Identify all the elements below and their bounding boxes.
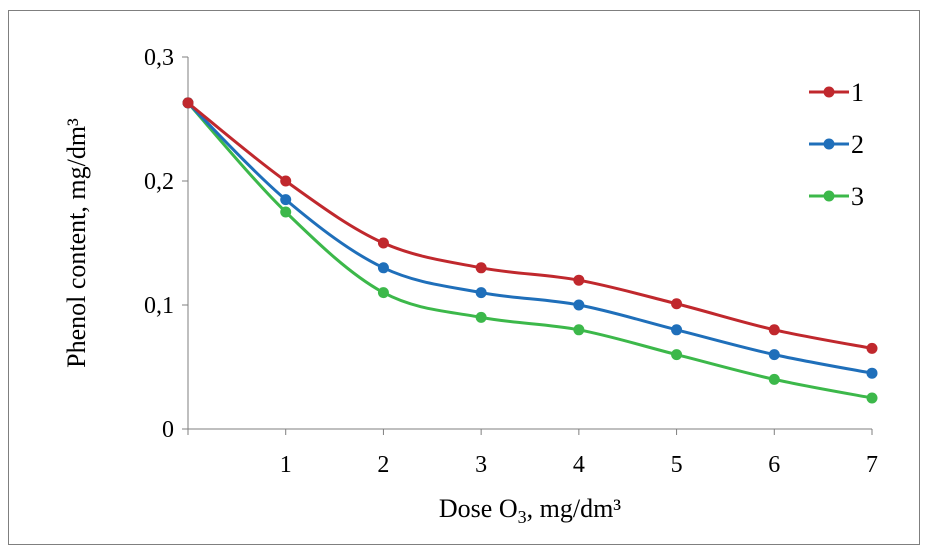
- series-2: [182, 97, 878, 379]
- series-layer: [182, 97, 878, 404]
- legend-marker: [823, 86, 835, 98]
- data-point: [182, 97, 194, 109]
- data-point: [671, 324, 683, 336]
- data-point: [280, 206, 292, 218]
- x-tick-label: 7: [866, 452, 878, 478]
- data-point: [768, 324, 780, 336]
- series-line: [187, 101, 873, 350]
- data-point: [377, 237, 389, 249]
- data-point: [475, 287, 487, 299]
- series-line: [186, 101, 873, 375]
- x-tick-label: 2: [377, 452, 389, 478]
- legend-label: 2: [851, 130, 864, 159]
- y-tick-label: 0,1: [144, 293, 174, 319]
- legend-marker: [823, 190, 835, 202]
- data-point: [280, 194, 292, 206]
- x-tick-label: 5: [671, 452, 683, 478]
- series-1: [182, 97, 878, 354]
- legend: 1 2 3: [809, 78, 864, 211]
- data-point: [377, 287, 389, 299]
- data-point: [280, 175, 292, 187]
- legend-marker: [823, 138, 835, 150]
- data-point: [671, 298, 683, 310]
- data-point: [866, 342, 878, 354]
- axes: 0 0,1 0,2 0,3 1 2 3 4 5 6 7: [144, 45, 878, 478]
- y-axis-title: Phenol content, mg/dm³: [62, 118, 91, 368]
- data-point: [573, 299, 585, 311]
- x-axis-title-base: Dose O: [439, 494, 518, 523]
- data-point: [768, 349, 780, 361]
- legend-item-3: 3: [809, 182, 864, 211]
- line-chart: 0 0,1 0,2 0,3 1 2 3 4 5 6 7 1 2 3 Phenol content, mg…: [62, 45, 878, 527]
- x-axis-title-tail: , mg/dm³: [527, 494, 622, 523]
- data-point: [866, 392, 878, 404]
- x-tick-label: 1: [280, 452, 292, 478]
- data-point: [573, 274, 585, 286]
- y-tick-label: 0,2: [144, 169, 174, 195]
- legend-item-1: 1: [809, 78, 864, 107]
- data-point: [475, 262, 487, 274]
- data-point: [573, 324, 585, 336]
- x-axis-title-subscript: 3: [518, 507, 527, 527]
- x-tick-label: 4: [573, 452, 585, 478]
- data-point: [866, 367, 878, 379]
- y-tick-label: 0: [162, 417, 174, 443]
- legend-label: 1: [851, 78, 864, 107]
- legend-label: 3: [851, 182, 864, 211]
- data-point: [768, 373, 780, 385]
- legend-item-2: 2: [809, 130, 864, 159]
- x-tick-label: 6: [768, 452, 780, 478]
- x-axis-title: Dose O3, mg/dm³: [439, 494, 621, 527]
- y-tick-label: 0,3: [144, 45, 174, 71]
- x-tick-label: 3: [475, 452, 487, 478]
- chart-frame: 0 0,1 0,2 0,3 1 2 3 4 5 6 7 1 2 3 Phenol content, mg…: [8, 10, 920, 545]
- data-point: [475, 311, 487, 323]
- data-point: [377, 262, 389, 274]
- data-point: [671, 349, 683, 361]
